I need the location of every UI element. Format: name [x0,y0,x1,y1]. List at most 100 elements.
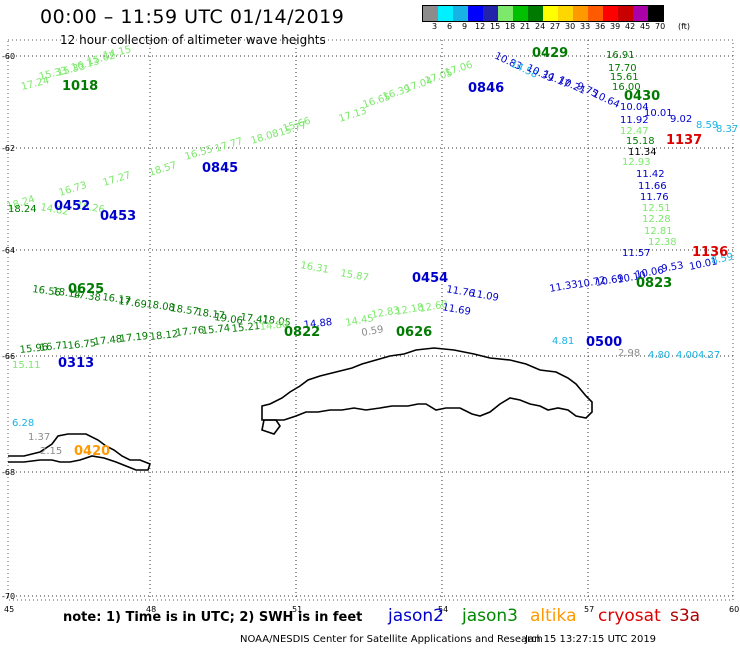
pass-time-label: 0626 [396,325,432,340]
wave-height-value: 4.00 [676,350,698,361]
wave-height-value: 4.81 [552,336,574,347]
wave-height-value: 15.21 [231,321,261,335]
wave-height-value: 16.31 [299,260,329,276]
longitude-label: 48 [146,605,156,614]
wave-height-value: 1.37 [28,432,50,443]
wave-height-value: 6.28 [12,418,34,429]
pass-time-label: 0625 [68,282,104,297]
wave-height-value: 17.70 [608,63,637,74]
wave-height-value: 11.34 [628,147,657,158]
wave-height-value: 16.91 [606,50,635,61]
wave-height-value: 12.93 [622,157,651,168]
wave-height-value: 11.42 [636,169,665,180]
color-swatch [453,6,468,21]
legend-s3a: s3a [670,606,701,626]
pass-time-label: 0500 [586,335,622,350]
wave-height-value: 10.06 [635,265,665,281]
wave-height-value: 10.69 [595,273,625,289]
longitude-label: 60 [729,605,739,614]
pass-time-label: 1136 [692,245,728,260]
generation-timestamp: Jan 15 13:27:15 UTC 2019 [525,634,657,645]
latitude-label: -70 [2,592,15,601]
wave-height-value: 18.24 [8,204,37,215]
wave-height-value: 8.59 [696,120,718,131]
color-swatch [438,6,453,21]
wave-height-value: 17.06 [444,60,475,79]
color-scale-tick: 45 [640,22,651,31]
color-scale-bar [422,5,664,22]
wave-height-value: 12.51 [642,203,671,214]
latitude-label: -64 [2,246,15,255]
wave-height-value: 8.37 [716,124,738,135]
color-scale-tick: 18 [505,22,516,31]
color-swatch [588,6,603,21]
wave-height-value: 0.59 [361,324,385,339]
wave-height-value: 18.12 [149,329,179,343]
wave-height-value: 15.61 [610,72,639,83]
antarctic-coastline [8,347,593,471]
wave-height-value: 4.27 [698,350,720,361]
wave-height-value: 16.00 [612,82,641,93]
wave-height-value: 11.33 [549,279,579,295]
wave-height-value: 12.38 [648,237,677,248]
color-scale-tick: 3 [432,22,438,31]
color-scale-tick: 15 [490,22,501,31]
wave-height-value: 16.75 [67,338,97,352]
color-scale-tick: 33 [580,22,591,31]
legend-jason2: jason2 [388,606,444,626]
color-swatch [618,6,633,21]
longitude-label: 45 [4,605,14,614]
wave-height-value: 15.77 [278,120,309,139]
wave-height-value: 17.41 [240,312,270,327]
color-scale-tick: 39 [610,22,621,31]
wave-height-value: 12.47 [620,126,649,137]
wave-height-value: 11.92 [620,115,649,126]
wave-height-value: 18.08 [146,299,176,314]
longitude-label: 57 [584,605,594,614]
color-scale-tick: 9 [462,22,468,31]
map-title: 00:00 – 11:59 UTC 01/14/2019 [40,6,345,28]
wave-height-value: 10.01 [644,108,673,119]
wave-height-value: 10.72 [577,275,607,291]
wave-height-value: 11.66 [638,181,667,192]
wave-height-value: 2.98 [618,348,640,359]
wave-height-value: 10.10 [617,270,647,286]
wave-height-value: 14.82 [39,202,69,218]
wave-height-value: 16.73 [58,180,89,199]
wave-height-value: 4.80 [648,350,670,361]
legend-altika: altika [530,606,577,626]
wave-height-value: 17.19 [119,331,149,345]
wave-height-value: 14.15 [102,44,132,62]
color-scale-tick: 36 [595,22,606,31]
color-swatch [513,6,528,21]
wave-height-value: 18.57 [148,160,179,179]
color-swatch [528,6,543,21]
credit-line: NOAA/NESDIS Center for Satellite Applica… [240,634,543,645]
latitude-label: -60 [2,52,15,61]
color-swatch [483,6,498,21]
wave-height-value: 15.87 [339,268,369,284]
wave-height-value: 17.38 [72,289,102,304]
wave-height-value: 11.57 [622,248,651,259]
wave-height-value: 15.96 [19,342,49,356]
wave-height-value: 9.02 [670,114,692,125]
wave-height-value: 16.71 [39,340,69,354]
wave-height-value: 18.05 [262,314,292,329]
pass-time-label: 0420 [74,444,110,459]
pass-time-label: 0454 [412,271,448,286]
pass-time-label: 0313 [58,356,94,371]
pass-time-label: 0823 [636,276,672,291]
wave-height-value: 14.45 [345,313,375,329]
latitude-label: -62 [2,144,15,153]
pass-time-label: 0822 [284,325,320,340]
color-scale-tick: 30 [565,22,576,31]
latitude-label: -68 [2,468,15,477]
wave-height-value: 17.69 [118,296,148,311]
wave-height-value: 11.76 [445,284,475,300]
wave-height-value: 9.53 [661,260,685,275]
wave-height-value: 17.76 [175,325,205,339]
wave-height-value: 11.69 [441,302,471,318]
color-scale-unit: (ft) [678,22,691,31]
legend-jason3: jason3 [462,606,518,626]
